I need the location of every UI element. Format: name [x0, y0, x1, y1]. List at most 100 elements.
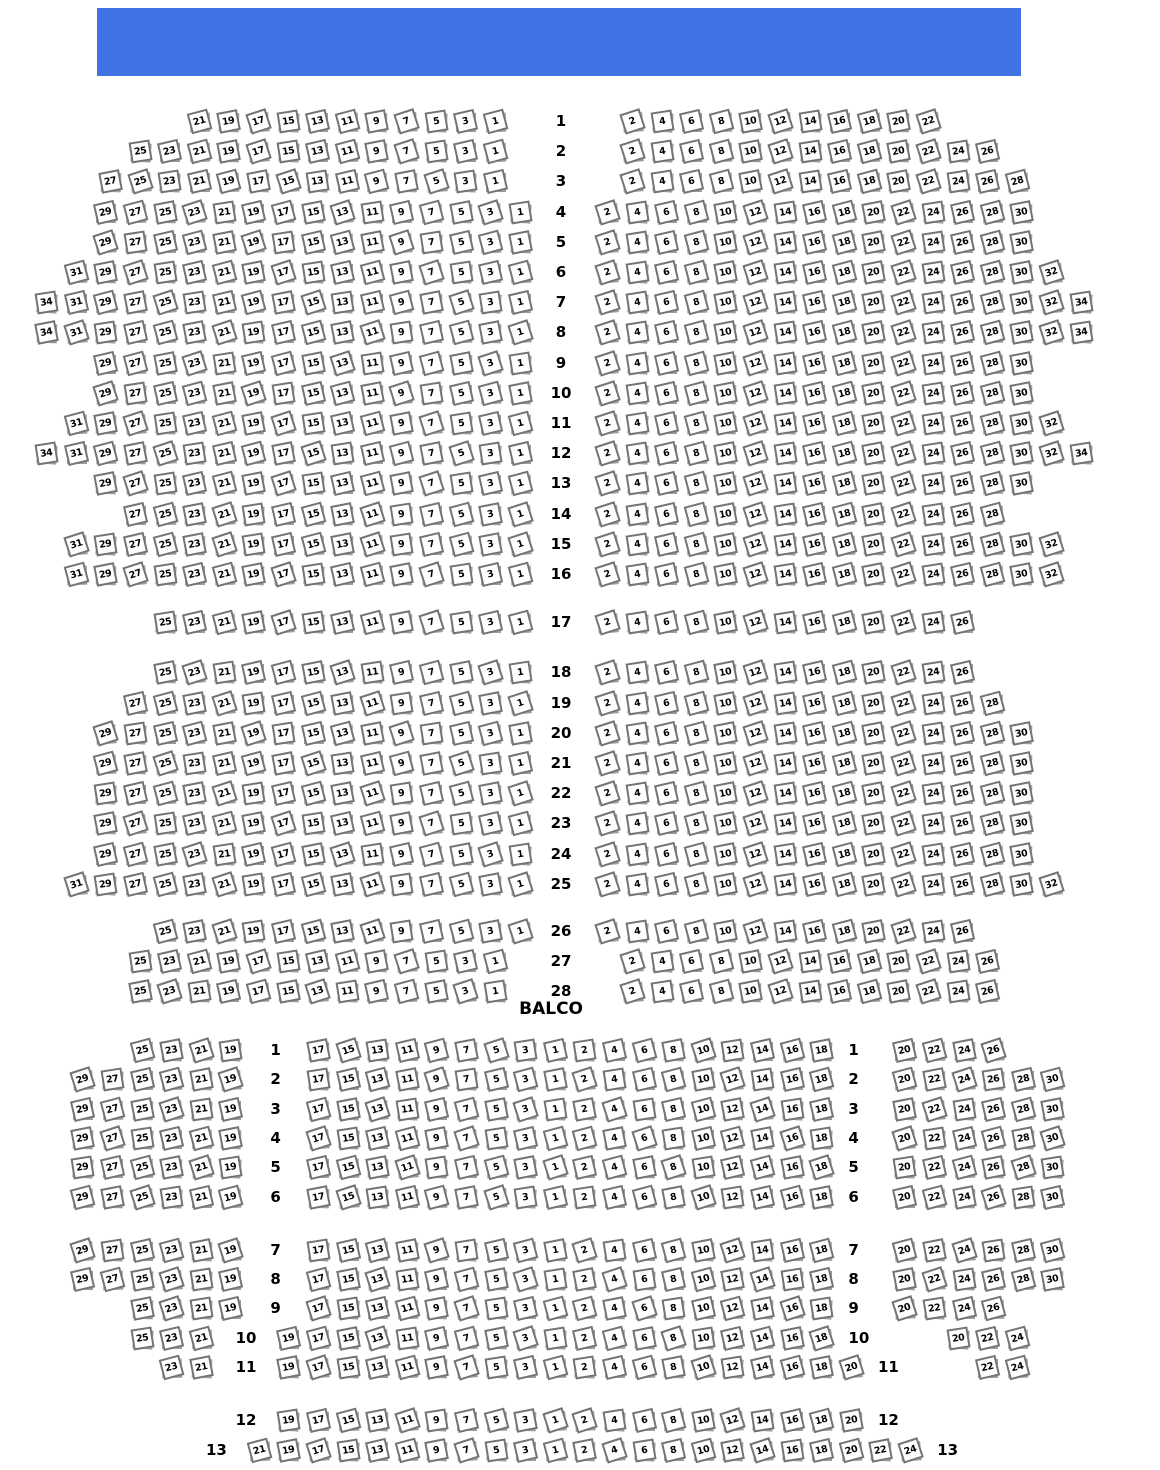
seat[interactable]: 17: [305, 1125, 332, 1152]
seat[interactable]: 16: [802, 720, 827, 746]
seat[interactable]: 21: [212, 660, 236, 685]
seat[interactable]: 17: [245, 108, 272, 135]
seat[interactable]: 32: [1038, 871, 1065, 897]
seat[interactable]: 24: [921, 200, 945, 224]
seat[interactable]: 2: [594, 750, 621, 777]
seat[interactable]: 23: [182, 781, 207, 806]
seat[interactable]: 2: [594, 500, 621, 527]
seat[interactable]: 27: [99, 1266, 125, 1292]
seat[interactable]: 26: [950, 290, 975, 315]
seat[interactable]: 17: [271, 381, 295, 405]
seat[interactable]: 6: [630, 1295, 657, 1322]
seat[interactable]: 13: [330, 919, 355, 944]
seat[interactable]: 2: [594, 319, 621, 346]
seat[interactable]: 23: [182, 259, 207, 285]
seat[interactable]: 19: [216, 979, 241, 1004]
seat[interactable]: 11: [335, 979, 359, 1004]
seat[interactable]: 14: [773, 842, 797, 866]
seat[interactable]: 4: [625, 230, 649, 254]
seat[interactable]: 22: [890, 720, 917, 746]
seat[interactable]: 21: [189, 1296, 213, 1321]
seat[interactable]: 20: [838, 1354, 864, 1381]
seat[interactable]: 19: [240, 229, 267, 255]
seat[interactable]: 27: [100, 1184, 125, 1209]
seat[interactable]: 1: [482, 108, 508, 134]
seat[interactable]: 9: [389, 471, 414, 496]
seat[interactable]: 29: [93, 260, 118, 285]
seat[interactable]: 24: [921, 610, 945, 635]
seat[interactable]: 19: [216, 139, 241, 164]
seat[interactable]: 30: [1040, 1237, 1066, 1263]
seat[interactable]: 18: [831, 350, 857, 376]
seat[interactable]: 6: [654, 259, 679, 285]
seat[interactable]: 24: [921, 562, 945, 586]
seat[interactable]: 22: [975, 1325, 1000, 1351]
seat[interactable]: 8: [683, 690, 709, 716]
seat[interactable]: 9: [423, 1184, 450, 1210]
seat[interactable]: 19: [218, 1126, 243, 1151]
seat[interactable]: 16: [779, 1237, 805, 1263]
seat[interactable]: 1: [508, 351, 532, 375]
seat[interactable]: 17: [305, 1436, 332, 1463]
seat[interactable]: 6: [631, 1184, 657, 1210]
seat[interactable]: 2: [594, 531, 621, 557]
seat[interactable]: 32: [1038, 561, 1065, 588]
seat[interactable]: 2: [572, 1155, 597, 1180]
seat[interactable]: 18: [831, 750, 857, 776]
seat[interactable]: 14: [773, 230, 797, 254]
seat[interactable]: 12: [742, 259, 769, 286]
seat[interactable]: 24: [921, 751, 945, 775]
seat[interactable]: 11: [394, 1354, 420, 1380]
seat[interactable]: 13: [365, 1125, 390, 1151]
seat[interactable]: 7: [419, 381, 443, 405]
seat[interactable]: 13: [329, 840, 356, 867]
seat[interactable]: 17: [306, 1067, 330, 1092]
seat[interactable]: 20: [861, 199, 886, 224]
seat[interactable]: 16: [780, 1097, 804, 1121]
seat[interactable]: 14: [773, 381, 797, 405]
seat[interactable]: 15: [300, 841, 325, 866]
seat[interactable]: 23: [159, 1185, 184, 1209]
seat[interactable]: 11: [359, 500, 385, 527]
seat[interactable]: 19: [241, 841, 266, 867]
seat[interactable]: 9: [424, 1126, 449, 1151]
seat[interactable]: 13: [365, 1437, 390, 1463]
seat[interactable]: 2: [594, 440, 621, 467]
seat[interactable]: 29: [93, 411, 118, 436]
seat[interactable]: 1: [507, 871, 533, 897]
seat[interactable]: 19: [276, 1355, 301, 1380]
seat[interactable]: 4: [602, 1238, 626, 1262]
seat[interactable]: 3: [478, 919, 503, 944]
seat[interactable]: 3: [453, 949, 478, 974]
seat[interactable]: 1: [542, 1296, 568, 1322]
seat[interactable]: 17: [306, 1184, 331, 1209]
seat[interactable]: 18: [831, 780, 857, 806]
seat[interactable]: 5: [448, 229, 474, 255]
seat[interactable]: 13: [329, 229, 355, 255]
seat[interactable]: 19: [241, 811, 266, 836]
seat[interactable]: 21: [211, 811, 237, 837]
seat[interactable]: 30: [1009, 562, 1034, 587]
seat[interactable]: 27: [123, 751, 148, 776]
seat[interactable]: 29: [93, 872, 118, 896]
seat[interactable]: 10: [713, 501, 738, 526]
seat[interactable]: 29: [93, 471, 118, 496]
seat[interactable]: 22: [890, 440, 917, 467]
seat[interactable]: 17: [270, 470, 297, 497]
seat[interactable]: 17: [245, 138, 272, 165]
seat[interactable]: 5: [448, 871, 474, 897]
seat[interactable]: 2: [594, 198, 621, 225]
seat[interactable]: 9: [388, 720, 415, 746]
seat[interactable]: 19: [218, 1267, 243, 1292]
seat[interactable]: 4: [601, 1354, 627, 1380]
seat[interactable]: 32: [1038, 440, 1065, 467]
seat[interactable]: 16: [802, 441, 827, 466]
seat[interactable]: 15: [300, 720, 326, 746]
seat[interactable]: 22: [915, 108, 942, 135]
seat[interactable]: 4: [601, 1037, 627, 1063]
seat[interactable]: 7: [453, 1295, 480, 1322]
seat[interactable]: 27: [99, 1155, 125, 1180]
seat[interactable]: 1: [542, 1354, 568, 1380]
seat[interactable]: 17: [245, 948, 272, 975]
seat[interactable]: 5: [448, 320, 474, 346]
